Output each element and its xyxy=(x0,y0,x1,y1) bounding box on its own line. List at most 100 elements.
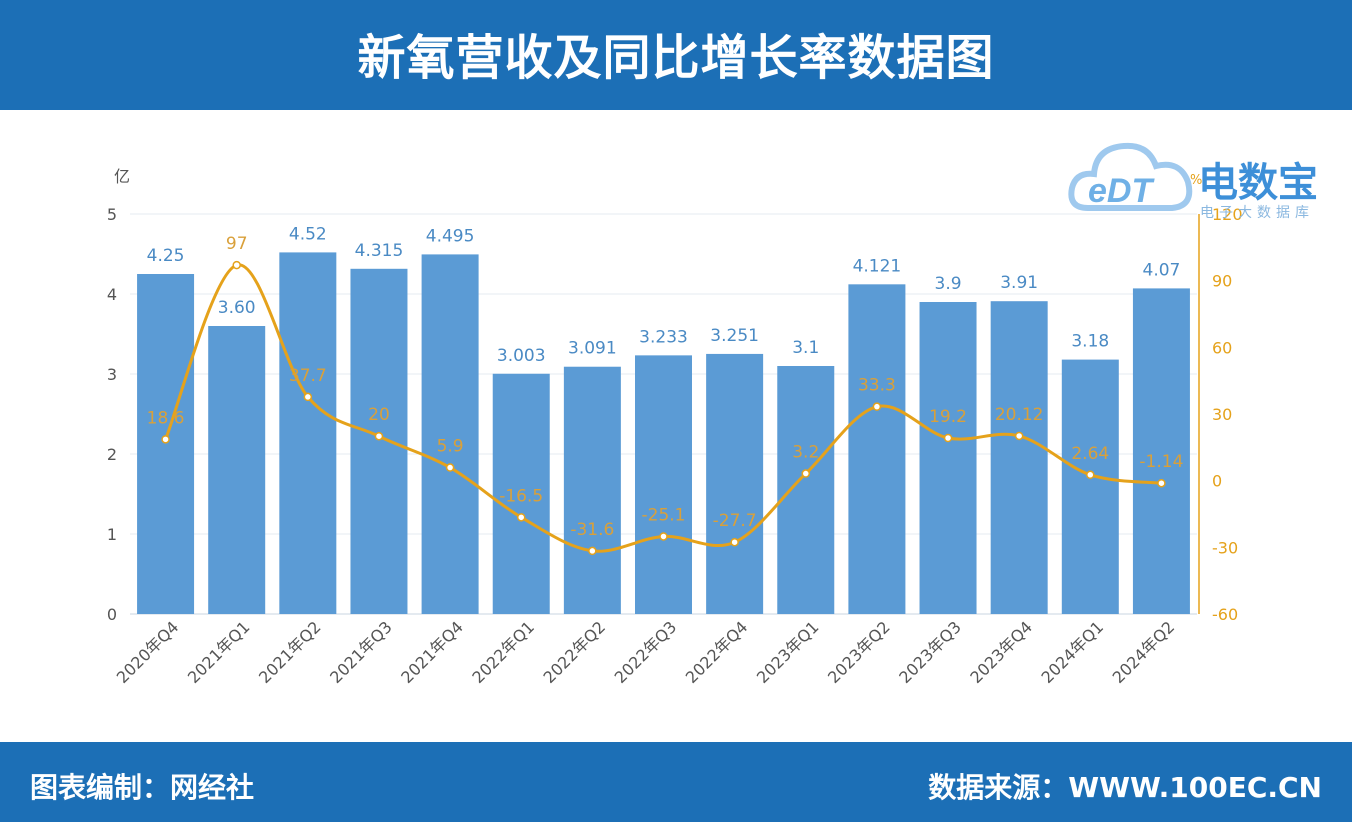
category-label: 2023年Q4 xyxy=(966,617,1036,687)
right-tick-label: 90 xyxy=(1212,272,1232,291)
right-tick-label: 60 xyxy=(1212,338,1232,357)
bar-value-label: 3.233 xyxy=(639,327,688,347)
line-point xyxy=(516,513,526,522)
left-tick-label: 4 xyxy=(107,285,117,304)
bar-value-label: 4.315 xyxy=(355,241,404,261)
line-value-label: 3.2 xyxy=(792,443,819,463)
right-tick-label: 0 xyxy=(1212,472,1222,491)
footer-bar: 图表编制：网经社 数据来源：WWW.100EC.CN xyxy=(0,742,1352,822)
bar xyxy=(137,274,195,614)
line-point xyxy=(232,260,241,270)
bar xyxy=(421,254,479,614)
bar xyxy=(635,355,692,614)
line-point xyxy=(872,402,882,411)
logo-subtitle: 电子大数据库 xyxy=(1200,205,1314,221)
line-point xyxy=(801,469,811,478)
line-point xyxy=(659,532,668,541)
line-point xyxy=(943,433,953,443)
bar xyxy=(492,373,550,614)
header-bar: 新氧营收及同比增长率数据图 xyxy=(0,0,1352,110)
category-label: 2022年Q2 xyxy=(540,617,610,687)
left-tick-label: 1 xyxy=(107,525,117,544)
category-label: 2021年Q3 xyxy=(326,617,396,687)
bar-value-label: 4.495 xyxy=(426,226,475,246)
bar-value-label: 4.25 xyxy=(147,246,185,266)
bar xyxy=(279,252,337,614)
right-tick-label: 120 xyxy=(1212,205,1243,224)
right-tick-label: 30 xyxy=(1212,405,1232,424)
line-value-label: -25.1 xyxy=(642,505,686,525)
bar-value-label: 3.9 xyxy=(935,274,962,294)
right-tick-label: -60 xyxy=(1212,605,1238,624)
bar xyxy=(1061,359,1119,614)
line-point xyxy=(303,392,313,402)
chart-credit: 图表编制：网经社 xyxy=(30,771,255,804)
line-point xyxy=(588,546,597,556)
growth-rate-line xyxy=(164,263,1162,553)
bar-value-label: 3.251 xyxy=(710,326,759,346)
bar xyxy=(350,268,408,614)
left-tick-label: 3 xyxy=(107,365,117,384)
line-point xyxy=(445,463,455,472)
line-value-label: 18.6 xyxy=(147,408,185,428)
line-value-label: 37.7 xyxy=(289,366,327,386)
line-value-label: 20.12 xyxy=(995,405,1044,425)
right-tick-label: -30 xyxy=(1212,538,1238,557)
right-axis-unit: % xyxy=(1190,173,1202,188)
line-point xyxy=(1086,470,1095,480)
bar xyxy=(1132,288,1190,614)
cloud-logo-icon: eDT xyxy=(1068,142,1193,211)
left-tick-label: 5 xyxy=(107,205,117,224)
line-value-label: -27.7 xyxy=(713,511,757,531)
bar-value-label: 4.52 xyxy=(289,224,327,244)
line-point xyxy=(374,431,384,441)
bar-value-label: 3.60 xyxy=(218,298,256,318)
line-value-label: 33.3 xyxy=(858,376,896,396)
category-label: 2022年Q4 xyxy=(682,617,752,687)
line-value-label: 5.9 xyxy=(437,437,464,457)
left-axis-unit: 亿 xyxy=(114,167,130,186)
line-point xyxy=(161,435,170,444)
chart: 0 1 2 3 4 5 亿 -60 -30 0 30 60 90 120% 4.25 3.60 4.52 4.31… xyxy=(107,167,1243,687)
left-tick-label: 2 xyxy=(107,445,117,464)
data-source: 数据来源：WWW.100EC.CN xyxy=(928,771,1322,804)
bar xyxy=(706,353,764,614)
bar-value-label: 4.07 xyxy=(1143,260,1181,280)
bar xyxy=(848,284,906,614)
bar-value-label: 3.091 xyxy=(568,339,617,359)
bar-value-label: 3.1 xyxy=(792,338,819,358)
line-value-label: -31.6 xyxy=(570,520,614,540)
page-title: 新氧营收及同比增长率数据图 xyxy=(357,30,995,86)
line-point xyxy=(730,537,739,547)
bar-value-label: 3.003 xyxy=(497,346,546,366)
line-value-label: 19.2 xyxy=(929,407,967,427)
bar xyxy=(919,302,977,614)
category-label: 2022年Q1 xyxy=(468,617,538,687)
logo-mark: eDT xyxy=(1088,172,1155,210)
line-point xyxy=(1014,431,1024,441)
category-label: 2023年Q1 xyxy=(753,617,823,687)
category-label: 2024年Q1 xyxy=(1037,617,1107,687)
category-label: 2023年Q2 xyxy=(824,617,894,687)
left-tick-label: 0 xyxy=(107,605,117,624)
bar-value-label: 3.18 xyxy=(1071,332,1109,352)
category-label: 2023年Q3 xyxy=(895,617,965,687)
line-value-label: 2.64 xyxy=(1071,444,1109,464)
bar xyxy=(208,326,266,614)
line-value-label: -16.5 xyxy=(499,486,543,506)
bar-value-label: 4.121 xyxy=(853,256,902,276)
category-label: 2021年Q4 xyxy=(397,617,467,687)
category-label: 2024年Q2 xyxy=(1109,617,1179,687)
logo: eDT 电数宝 电子大数据库 xyxy=(1068,120,1348,230)
category-label: 2021年Q2 xyxy=(255,617,325,687)
bar-value-label: 3.91 xyxy=(1000,273,1038,293)
logo-name: 电数宝 xyxy=(1198,160,1318,206)
category-label: 2021年Q1 xyxy=(184,617,254,687)
line-point xyxy=(1157,478,1166,488)
line-value-label: 97 xyxy=(226,234,248,254)
bar xyxy=(563,366,621,614)
bar xyxy=(990,301,1048,614)
category-label: 2022年Q3 xyxy=(611,617,681,687)
line-value-label: -1.14 xyxy=(1139,452,1183,472)
category-label: 2020年Q4 xyxy=(113,617,183,687)
